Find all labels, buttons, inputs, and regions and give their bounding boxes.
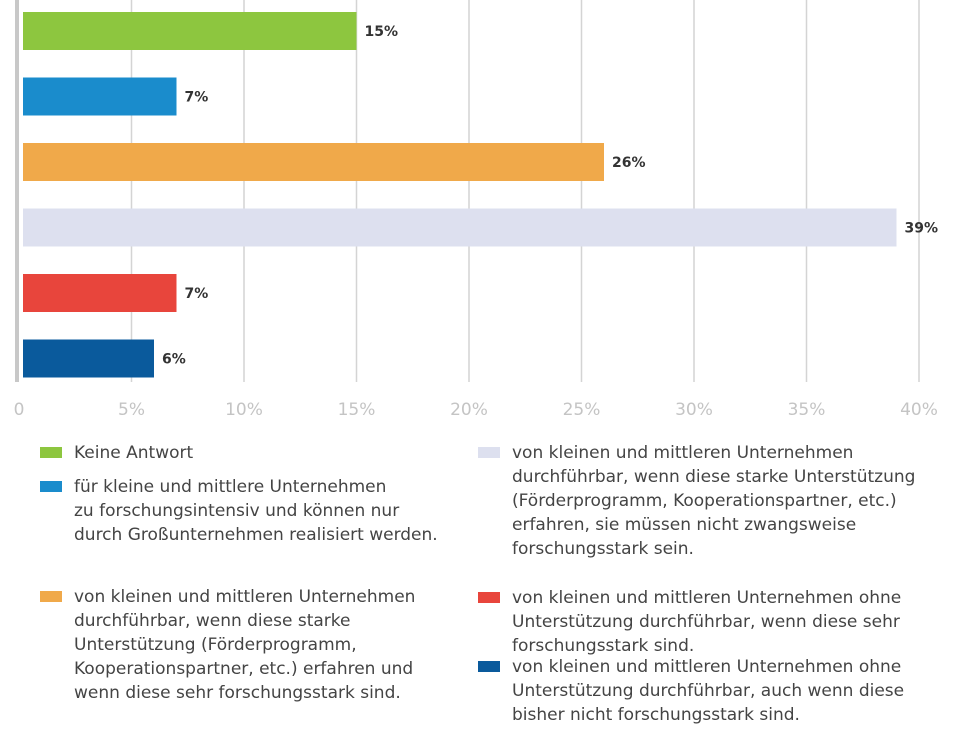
- x-tick-label: 40%: [900, 400, 938, 420]
- legend-label: von kleinen und mittleren Unternehmen du…: [74, 587, 416, 703]
- value-label: 7%: [185, 286, 209, 302]
- bar: [23, 77, 177, 116]
- x-tick-label: 35%: [788, 400, 826, 420]
- value-label: 7%: [185, 90, 209, 106]
- x-tick-label: 30%: [675, 400, 713, 420]
- legend-label: für kleine und mittlere Unternehmen zu f…: [74, 477, 438, 545]
- legend-swatch: [478, 661, 500, 672]
- legend-swatch: [478, 592, 500, 603]
- legend-label: von kleinen und mittleren Unternehmen oh…: [512, 657, 905, 725]
- x-tick-label: 0: [14, 400, 25, 420]
- bar: [23, 208, 897, 247]
- chart: 0 5% 10% 15% 20% 25% 30% 35% 40% 15% 7% 26% 39% 7% 6%: [14, 0, 939, 420]
- value-label: 15%: [365, 24, 399, 40]
- legend-label: von kleinen und mittleren Unternehmen oh…: [512, 588, 902, 656]
- x-tick-label: 25%: [563, 400, 601, 420]
- bar: [23, 274, 177, 312]
- value-label: 26%: [612, 155, 646, 171]
- bar: [23, 143, 604, 181]
- legend-swatch: [40, 591, 62, 602]
- value-label: 6%: [162, 352, 186, 368]
- bar: [23, 12, 357, 50]
- legend-swatch: [40, 447, 62, 458]
- legend-swatch: [478, 447, 500, 458]
- x-tick-label: 20%: [450, 400, 488, 420]
- x-tick-label: 15%: [338, 400, 376, 420]
- value-label: 39%: [905, 221, 939, 237]
- bar: [23, 339, 154, 378]
- x-tick-label: 5%: [118, 400, 145, 420]
- legend-label: von kleinen und mittleren Unternehmen du…: [512, 443, 916, 559]
- x-tick-label: 10%: [225, 400, 263, 420]
- legend-swatch: [40, 481, 62, 492]
- legend-label: Keine Antwort: [74, 443, 194, 463]
